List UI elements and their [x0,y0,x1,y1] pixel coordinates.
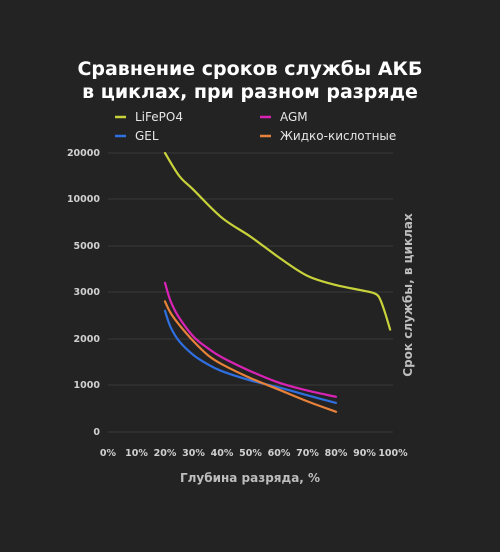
legend-label: LiFePO4 [135,110,183,124]
x-tick-label: 20% [154,448,177,459]
legend: LiFePO4 AGM GEL Жидко-кислотные [115,110,396,143]
x-axis-ticks: 0% 10% 20% 30% 40% 50% 60% 70% 80% 90% 100% [100,448,408,459]
y-tick-label: 10000 [67,194,100,205]
x-tick-label: 30% [182,448,205,459]
series-group [163,151,392,413]
legend-label: AGM [280,110,308,124]
chart-title-line-1: Сравнение сроков службы АКБ [77,58,422,80]
x-tick-label: 0% [100,448,117,459]
series-line-жидко-кислотные [163,300,338,413]
x-tick-label: 50% [239,448,262,459]
chart-title-line-2: в циклах, при разном разряде [82,81,418,103]
series-line-agm [163,281,338,398]
y-tick-label: 3000 [74,287,101,298]
x-tick-label: 80% [325,448,348,459]
series-line-gel [163,309,338,404]
x-tick-label: 40% [211,448,234,459]
x-tick-label: 60% [268,448,291,459]
y-tick-label: 0 [93,427,100,438]
y-axis-ticks: 0 1000 2000 3000 5000 10000 20000 [67,148,100,438]
grid [108,152,393,433]
legend-label: Жидко-кислотные [280,129,396,143]
x-tick-label: 10% [125,448,148,459]
y-tick-label: 2000 [74,334,101,345]
x-axis-label: Глубина разряда, % [180,471,320,485]
y-axis-label: Срок службы, в циклах [401,213,415,377]
x-tick-label: 70% [296,448,319,459]
y-tick-label: 20000 [67,148,100,159]
series-line-lifepo4 [163,151,392,331]
legend-label: GEL [135,129,159,143]
x-tick-label: 90% [353,448,376,459]
x-tick-label: 100% [378,448,408,459]
y-tick-label: 1000 [74,380,101,391]
y-tick-label: 5000 [74,241,101,252]
